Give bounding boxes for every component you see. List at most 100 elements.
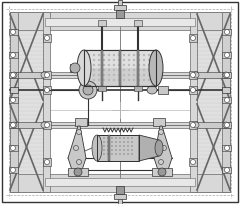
Ellipse shape — [191, 35, 196, 41]
Ellipse shape — [138, 69, 140, 71]
Ellipse shape — [107, 137, 109, 139]
Ellipse shape — [127, 137, 129, 139]
Ellipse shape — [93, 64, 95, 66]
Ellipse shape — [99, 149, 101, 151]
Ellipse shape — [224, 145, 229, 151]
Bar — [45, 18, 195, 26]
Bar — [137, 50, 139, 86]
Ellipse shape — [103, 74, 105, 76]
Bar — [114, 5, 126, 10]
Polygon shape — [139, 135, 159, 161]
Ellipse shape — [103, 137, 105, 139]
Ellipse shape — [224, 30, 229, 34]
Ellipse shape — [108, 69, 110, 71]
Bar — [97, 135, 139, 161]
Bar — [9, 97, 18, 103]
Ellipse shape — [148, 59, 150, 61]
Ellipse shape — [41, 72, 47, 78]
Ellipse shape — [118, 64, 120, 66]
Polygon shape — [68, 126, 86, 170]
Ellipse shape — [133, 74, 135, 76]
Ellipse shape — [138, 79, 140, 81]
Ellipse shape — [98, 69, 100, 71]
Ellipse shape — [143, 69, 145, 71]
Ellipse shape — [133, 59, 135, 61]
Ellipse shape — [191, 160, 196, 164]
Ellipse shape — [103, 64, 105, 66]
Ellipse shape — [11, 122, 17, 128]
Ellipse shape — [103, 145, 105, 147]
Bar — [189, 121, 197, 129]
Ellipse shape — [88, 64, 90, 66]
Ellipse shape — [115, 137, 117, 139]
Ellipse shape — [123, 153, 125, 155]
Ellipse shape — [193, 122, 199, 128]
Ellipse shape — [128, 64, 130, 66]
Ellipse shape — [147, 86, 157, 94]
Ellipse shape — [191, 122, 196, 128]
Polygon shape — [154, 126, 172, 170]
Ellipse shape — [191, 88, 196, 92]
Ellipse shape — [83, 85, 93, 95]
Ellipse shape — [111, 149, 113, 151]
Ellipse shape — [44, 72, 49, 78]
Bar — [158, 86, 168, 94]
Ellipse shape — [148, 64, 150, 66]
Ellipse shape — [148, 79, 150, 81]
Ellipse shape — [111, 153, 113, 155]
Ellipse shape — [41, 122, 47, 128]
Ellipse shape — [99, 137, 101, 139]
Ellipse shape — [119, 153, 121, 155]
Ellipse shape — [123, 149, 125, 151]
Ellipse shape — [115, 149, 117, 151]
Ellipse shape — [224, 167, 229, 173]
Ellipse shape — [148, 69, 150, 71]
Ellipse shape — [111, 145, 113, 147]
Ellipse shape — [92, 135, 102, 161]
Ellipse shape — [108, 74, 110, 76]
Ellipse shape — [103, 69, 105, 71]
Bar — [153, 118, 165, 126]
Ellipse shape — [158, 160, 163, 164]
Ellipse shape — [138, 64, 140, 66]
Ellipse shape — [98, 59, 100, 61]
Bar — [134, 86, 142, 91]
Ellipse shape — [131, 153, 133, 155]
Ellipse shape — [103, 149, 105, 151]
Ellipse shape — [118, 74, 120, 76]
Ellipse shape — [119, 141, 121, 143]
Bar — [101, 50, 103, 86]
Ellipse shape — [11, 122, 16, 128]
Ellipse shape — [143, 74, 145, 76]
Ellipse shape — [113, 54, 115, 56]
Bar — [118, 192, 122, 204]
Ellipse shape — [11, 30, 16, 34]
Ellipse shape — [115, 153, 117, 155]
Ellipse shape — [113, 64, 115, 66]
Bar — [222, 145, 231, 151]
Ellipse shape — [143, 54, 145, 56]
Ellipse shape — [128, 54, 130, 56]
Ellipse shape — [119, 137, 121, 139]
Bar — [9, 145, 18, 151]
Bar — [84, 50, 156, 86]
Bar — [10, 12, 230, 30]
Ellipse shape — [99, 153, 101, 155]
Ellipse shape — [103, 153, 105, 155]
Bar — [10, 174, 230, 192]
Ellipse shape — [119, 145, 121, 147]
Bar — [9, 167, 18, 173]
Bar — [43, 12, 50, 192]
Bar — [84, 50, 156, 86]
Ellipse shape — [99, 141, 101, 143]
Bar — [222, 167, 231, 173]
Ellipse shape — [123, 74, 125, 76]
Ellipse shape — [118, 59, 120, 61]
Ellipse shape — [93, 79, 95, 81]
Ellipse shape — [107, 145, 109, 147]
Ellipse shape — [11, 72, 16, 78]
Ellipse shape — [88, 59, 90, 61]
Ellipse shape — [115, 145, 117, 147]
Bar — [116, 186, 124, 194]
Ellipse shape — [133, 54, 135, 56]
